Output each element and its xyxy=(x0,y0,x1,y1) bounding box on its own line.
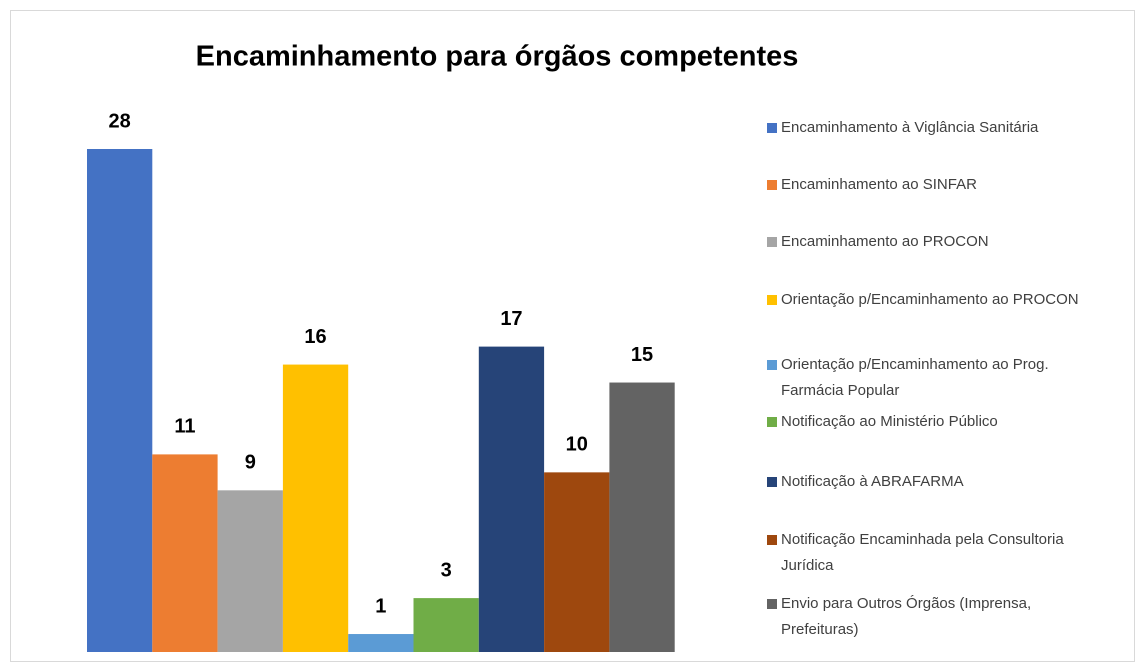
legend-item: Orientação p/Encaminhamento ao PROCON xyxy=(767,287,1112,313)
bar xyxy=(609,382,675,652)
data-label: 1 xyxy=(375,595,386,617)
legend-label: Notificação à ABRAFARMA xyxy=(781,473,964,490)
legend-item: Notificação ao Ministério Público xyxy=(767,409,1112,435)
legend-swatch xyxy=(767,180,777,190)
legend-item: Orientação p/Encaminhamento ao Prog. Far… xyxy=(767,352,1112,404)
legend-item: Envio para Outros Órgãos (Imprensa, Pref… xyxy=(767,591,1112,643)
legend-item: Notificação Encaminhada pela Consultoria… xyxy=(767,527,1112,579)
legend-label: Notificação Encaminhada pela Consultoria… xyxy=(781,531,1064,574)
data-label: 15 xyxy=(631,344,653,366)
legend-label: Encaminhamento ao SINFAR xyxy=(781,176,977,193)
legend-swatch xyxy=(767,123,777,133)
legend-swatch xyxy=(767,477,777,487)
bar xyxy=(87,149,153,652)
bar xyxy=(413,598,479,652)
data-label: 28 xyxy=(109,110,131,132)
data-label: 16 xyxy=(304,326,326,348)
chart-title: Encaminhamento para órgãos competentes xyxy=(196,41,799,73)
legend-item: Encaminhamento ao PROCON xyxy=(767,229,1112,255)
legend-swatch xyxy=(767,295,777,305)
legend-item: Notificação à ABRAFARMA xyxy=(767,469,1112,495)
bar xyxy=(152,454,218,652)
legend-swatch xyxy=(767,599,777,609)
bar xyxy=(478,346,545,652)
legend-label: Encaminhamento ao PROCON xyxy=(781,233,989,250)
bar xyxy=(348,634,414,652)
legend-item: Encaminhamento à Viglância Sanitária xyxy=(767,115,1112,141)
legend-swatch xyxy=(767,360,777,370)
data-label: 11 xyxy=(174,416,195,438)
legend-swatch xyxy=(767,237,777,247)
legend-swatch xyxy=(767,417,777,427)
bar xyxy=(282,364,349,652)
legend-swatch xyxy=(767,535,777,545)
data-label: 3 xyxy=(441,559,452,581)
data-label: 17 xyxy=(500,308,522,330)
legend-label: Encaminhamento à Viglância Sanitária xyxy=(781,119,1039,136)
data-label: 9 xyxy=(245,452,256,474)
legend-label: Envio para Outros Órgãos (Imprensa, Pref… xyxy=(781,595,1032,638)
bar xyxy=(544,472,610,652)
legend-label: Orientação p/Encaminhamento ao Prog. Far… xyxy=(781,356,1049,399)
legend-label: Orientação p/Encaminhamento ao PROCON xyxy=(781,291,1079,308)
legend-item: Encaminhamento ao SINFAR xyxy=(767,172,1112,198)
data-label: 10 xyxy=(566,434,588,456)
bar xyxy=(217,490,283,652)
legend-label: Notificação ao Ministério Público xyxy=(781,413,998,430)
